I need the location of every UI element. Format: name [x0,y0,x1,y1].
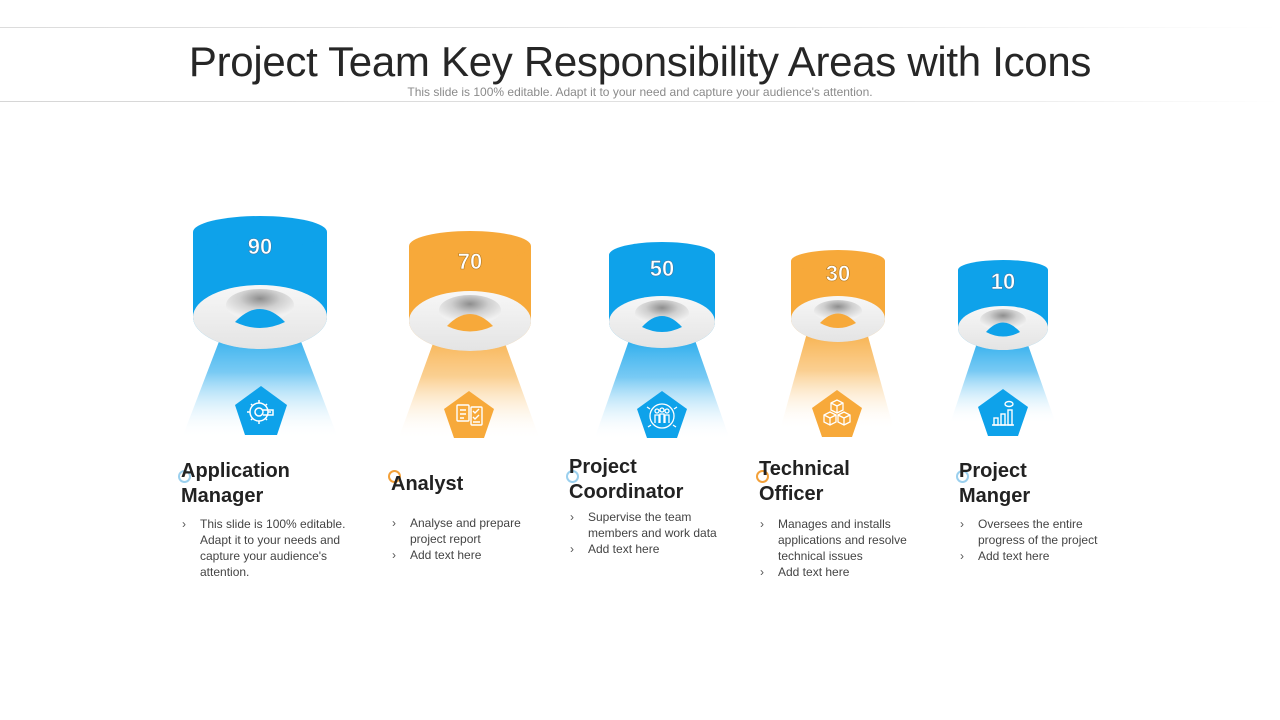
lamp-top [193,216,327,248]
team-icon [646,403,678,429]
lamp-project-manger: 10 [950,260,1056,436]
top-divider [0,27,1280,28]
bullet-item: Add text here [959,548,1109,564]
bullet-item: Add text here [759,564,929,580]
lamp-analyst: 70 [398,231,540,440]
score-value: 30 [826,261,850,286]
bullet-item: Oversees the entire progress of the proj… [959,516,1109,548]
lamp-project-coordinator: 50 [594,242,730,440]
bottom-divider [0,101,1280,102]
light-beam [594,326,730,440]
role-heading-line: Analyst [391,473,464,495]
role-heading-line: Manger [959,485,1031,507]
lamp-bulb [235,309,285,328]
role-bullets: Oversees the entire progress of the proj… [959,516,1109,564]
lamp-bulb [820,313,856,328]
lamp-inner [439,295,501,325]
bullet-item: Add text here [569,541,719,557]
role-heading-line: Technical [759,458,850,480]
role-heading-line: Officer [759,483,824,505]
page-subtitle: This slide is 100% editable. Adapt it to… [407,85,873,99]
lamp-application-manager: 90 [182,216,338,438]
bullet-item: Add text here [391,547,546,563]
page-title: Project Team Key Responsibility Areas wi… [188,38,1092,85]
lamp-top [958,260,1048,280]
lamp-inner [814,300,862,322]
lamp-bulb [642,316,682,332]
light-beam [780,322,894,430]
bullet-item: Analyse and prepare project report [391,515,546,547]
score-value: 90 [248,234,272,259]
role-bullets: Manages and installs applications and re… [759,516,929,580]
lamp-top [409,231,531,261]
role-heading-line: Manager [181,485,264,507]
pentagon-badge [235,386,287,435]
role-heading: Project Coordinator [569,455,769,505]
bullet-ring [566,470,579,483]
score-value: 10 [991,269,1015,294]
boxes-icon [823,399,851,426]
role-heading-line: Project [569,456,637,478]
role-heading-line: Application [181,460,290,482]
role-heading: Application Manager [181,459,381,509]
role-heading: Analyst [391,472,591,497]
lamp-bulb [447,314,493,332]
bullet-ring [756,470,769,483]
bullet-item: This slide is 100% editable. Adapt it to… [181,516,351,580]
lamp-top [609,242,715,268]
lamp-bulb [986,322,1020,337]
bullet-item: Supervise the team members and work data [569,509,719,541]
pentagon-badge [812,390,862,437]
score-value: 70 [458,249,482,274]
pentagon-badge [637,391,687,438]
role-bullets: This slide is 100% editable. Adapt it to… [181,516,351,580]
lamp-inner [635,300,689,326]
role-heading-line: Coordinator [569,481,684,503]
score-value: 50 [650,256,674,281]
bullet-ring [956,470,969,483]
light-beam [398,324,540,440]
role-bullets: Supervise the team members and work data… [569,509,719,557]
bullet-ring [178,470,191,483]
gear-icon [247,400,274,424]
role-heading-line: Project [959,460,1027,482]
pentagon-badge [444,391,494,438]
lamp-inner [226,289,294,321]
lamp-top [791,250,885,272]
lamp-inner [980,309,1026,331]
bar-chart-icon [992,400,1014,426]
pentagon-badge [978,389,1028,436]
bullet-item: Manages and installs applications and re… [759,516,929,564]
role-heading: Technical Officer [759,457,959,507]
checklist-icon [456,404,483,426]
bullet-ring [388,470,401,483]
light-beam [950,328,1056,424]
role-heading: Project Manger [959,459,1159,509]
lamp-technical-officer: 30 [780,250,894,437]
role-bullets: Analyse and prepare project report Add t… [391,515,546,563]
light-beam [182,318,338,438]
